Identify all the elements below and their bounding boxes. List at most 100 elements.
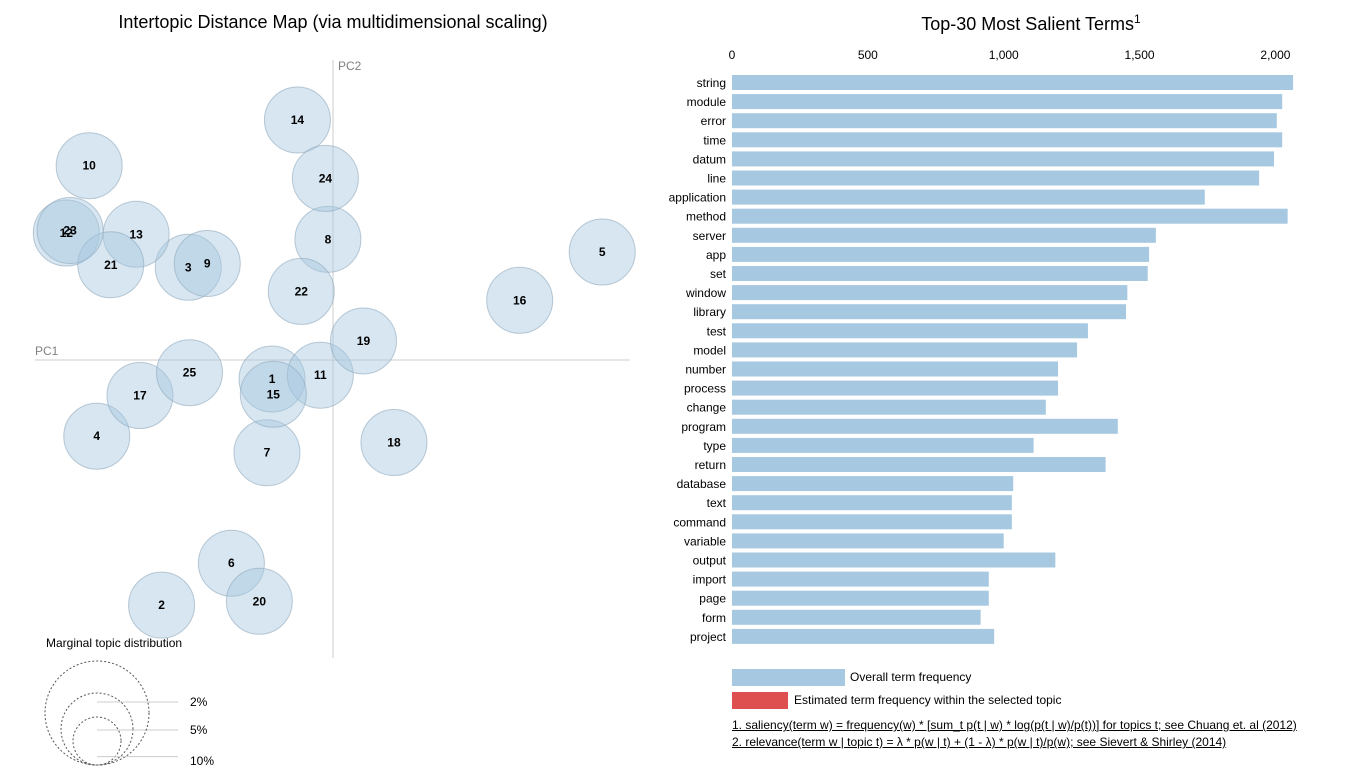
- topic-bubble[interactable]: [225, 567, 293, 635]
- term-label[interactable]: window: [685, 286, 726, 300]
- term-label[interactable]: line: [707, 172, 726, 186]
- term-label[interactable]: form: [702, 611, 726, 625]
- topic-bubble[interactable]: [32, 199, 100, 267]
- term-label[interactable]: app: [706, 248, 726, 262]
- topic-label[interactable]: 19: [357, 334, 371, 348]
- overall-frequency-bar[interactable]: [732, 514, 1012, 530]
- topic-bubble[interactable]: [263, 86, 331, 154]
- term-label[interactable]: command: [673, 515, 726, 529]
- overall-frequency-bar[interactable]: [732, 113, 1277, 129]
- topic-label[interactable]: 22: [295, 284, 309, 298]
- topic-label[interactable]: 20: [253, 594, 267, 608]
- topic-label[interactable]: 25: [183, 366, 197, 380]
- overall-frequency-bar[interactable]: [732, 246, 1150, 262]
- topic-bubble[interactable]: [106, 362, 174, 430]
- topic-bubble[interactable]: [239, 360, 307, 428]
- overall-frequency-bar[interactable]: [732, 533, 1004, 549]
- term-label[interactable]: variable: [684, 534, 726, 548]
- topic-bubble[interactable]: [154, 233, 222, 301]
- topic-bubble[interactable]: [55, 132, 123, 200]
- topic-bubble[interactable]: [329, 307, 397, 375]
- topic-bubble[interactable]: [238, 345, 306, 413]
- topic-label[interactable]: 23: [63, 223, 77, 237]
- topic-label[interactable]: 10: [82, 159, 96, 173]
- term-label[interactable]: return: [695, 458, 726, 472]
- topic-label[interactable]: 16: [513, 293, 527, 307]
- overall-frequency-bar[interactable]: [732, 170, 1260, 186]
- overall-frequency-bar[interactable]: [732, 151, 1275, 167]
- topic-label[interactable]: 9: [204, 256, 211, 270]
- topic-label[interactable]: 14: [291, 113, 305, 127]
- topic-bubble[interactable]: [155, 339, 223, 407]
- topic-label[interactable]: 17: [133, 389, 147, 403]
- term-label[interactable]: application: [669, 191, 726, 205]
- overall-frequency-bar[interactable]: [732, 437, 1034, 453]
- topic-label[interactable]: 21: [104, 258, 118, 272]
- topic-bubble[interactable]: [286, 341, 354, 409]
- overall-frequency-bar[interactable]: [732, 571, 989, 587]
- topic-label[interactable]: 24: [319, 171, 333, 185]
- overall-frequency-bar[interactable]: [732, 323, 1088, 339]
- term-label[interactable]: database: [677, 477, 727, 491]
- salient-terms-bar-chart[interactable]: 0 500 1,000 1,500 2,000 string module error time…: [666, 0, 1367, 665]
- topic-label[interactable]: 12: [60, 226, 74, 240]
- overall-frequency-bar[interactable]: [732, 227, 1156, 243]
- topic-bubble[interactable]: [36, 196, 104, 264]
- overall-frequency-bar[interactable]: [732, 590, 989, 606]
- topic-bubble[interactable]: [197, 529, 265, 597]
- term-label[interactable]: output: [693, 554, 727, 568]
- topic-label[interactable]: 7: [264, 446, 271, 460]
- overall-frequency-bar[interactable]: [732, 266, 1148, 281]
- term-label[interactable]: datum: [693, 152, 726, 166]
- term-label[interactable]: page: [699, 592, 726, 606]
- overall-frequency-bar[interactable]: [732, 132, 1283, 148]
- topic-label[interactable]: 1: [269, 372, 276, 386]
- topic-bubble[interactable]: [233, 419, 301, 487]
- term-label[interactable]: number: [685, 363, 726, 377]
- topic-bubble[interactable]: [173, 229, 241, 297]
- term-label[interactable]: set: [710, 267, 727, 281]
- topic-bubble[interactable]: [360, 409, 428, 477]
- overall-frequency-bar[interactable]: [732, 628, 995, 644]
- overall-frequency-bar[interactable]: [732, 552, 1056, 568]
- term-label[interactable]: server: [693, 229, 726, 243]
- overall-frequency-bar[interactable]: [732, 208, 1288, 224]
- topic-bubble[interactable]: [77, 231, 145, 299]
- topic-label[interactable]: 5: [599, 245, 606, 259]
- term-label[interactable]: type: [703, 439, 726, 453]
- overall-frequency-bar[interactable]: [732, 609, 981, 625]
- term-label[interactable]: error: [701, 114, 726, 128]
- topic-label[interactable]: 8: [325, 232, 332, 246]
- relevance-footnote[interactable]: 2. relevance(term w | topic t) = λ * p(w…: [732, 735, 1227, 749]
- topic-bubble[interactable]: [291, 144, 359, 212]
- topic-bubble[interactable]: [267, 257, 335, 325]
- overall-frequency-bar[interactable]: [732, 418, 1118, 434]
- term-label[interactable]: time: [703, 133, 726, 147]
- term-label[interactable]: test: [707, 324, 727, 338]
- term-label[interactable]: project: [690, 630, 727, 644]
- term-label[interactable]: program: [681, 420, 726, 434]
- topic-label[interactable]: 15: [267, 387, 281, 401]
- term-label[interactable]: import: [693, 573, 727, 587]
- topic-label[interactable]: 13: [129, 227, 143, 241]
- overall-frequency-bar[interactable]: [732, 361, 1059, 377]
- topic-bubble[interactable]: [486, 266, 554, 334]
- term-label[interactable]: module: [687, 95, 727, 109]
- topic-label[interactable]: 11: [314, 368, 327, 382]
- overall-frequency-bar[interactable]: [732, 285, 1128, 301]
- topic-label[interactable]: 4: [93, 429, 100, 443]
- topic-label[interactable]: 2: [158, 598, 165, 612]
- topic-bubble[interactable]: [63, 402, 131, 470]
- topic-bubble[interactable]: [568, 218, 636, 286]
- term-label[interactable]: string: [697, 76, 726, 90]
- topic-label[interactable]: 6: [228, 556, 235, 570]
- overall-frequency-bar[interactable]: [732, 94, 1283, 110]
- term-label[interactable]: model: [693, 343, 726, 357]
- overall-frequency-bar[interactable]: [732, 189, 1205, 205]
- overall-frequency-bar[interactable]: [732, 495, 1012, 511]
- overall-frequency-bar[interactable]: [732, 75, 1294, 90]
- term-label[interactable]: library: [693, 305, 726, 319]
- saliency-footnote[interactable]: 1. saliency(term w) = frequency(w) * [su…: [732, 718, 1297, 732]
